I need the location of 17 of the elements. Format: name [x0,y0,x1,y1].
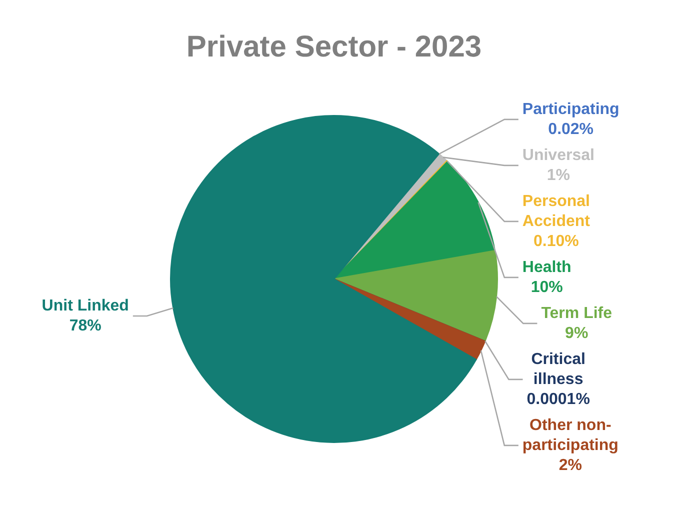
data-label: 1% [546,166,570,184]
data-label: 0.0001% [526,390,590,408]
slice-label: Term Life [541,304,612,322]
data-label: 9% [565,324,588,342]
slice-label: Universal [522,146,594,164]
data-label: 0.02% [548,120,594,138]
slice-label: Personal Accident [522,192,591,230]
chart-title: Private Sector - 2023 [186,30,482,64]
slice-label: Critical illness [531,350,586,388]
data-label: 78% [69,317,102,334]
slice-label: Health [522,258,572,276]
slice-label: Participating [522,100,620,118]
slice-label: Unit Linked [42,297,129,314]
data-label: 0.10% [534,232,579,250]
slice-label: Other non-participating [522,416,618,454]
data-label: 2% [558,456,582,474]
data-label: 10% [530,278,563,296]
